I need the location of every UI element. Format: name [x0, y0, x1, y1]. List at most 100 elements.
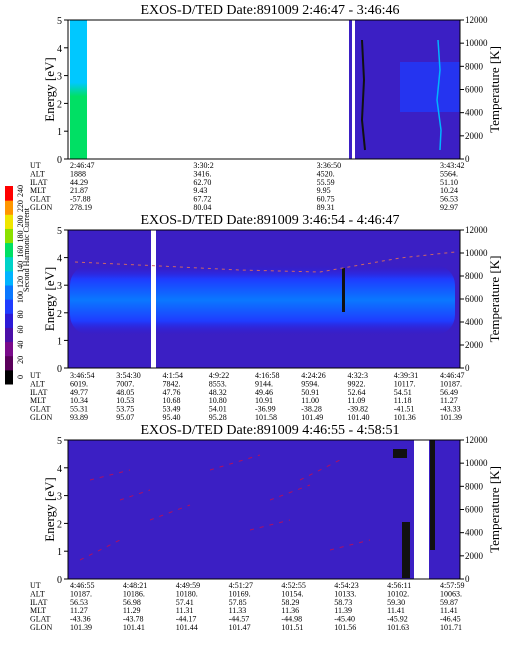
- panel-3-row-value: 4:57:59: [440, 581, 464, 590]
- panel-2-energy-tick: 1: [57, 336, 62, 347]
- panel-3-row-value: 59.87: [440, 598, 458, 607]
- panel-1-ylabel-right: Temperature [K]: [487, 46, 502, 133]
- panel-2-row-value: 101.36: [394, 413, 416, 422]
- panel-3-row-label: UT: [30, 581, 41, 590]
- panel-2-row-value: 10.80: [209, 396, 227, 405]
- colorbar-block: [5, 355, 13, 371]
- panel-3-energy-tick: 0: [57, 575, 62, 586]
- panel-2-energy-tick: 4: [57, 254, 62, 265]
- panel-3-row-value: 101.41: [123, 623, 145, 632]
- panel-1-energy-tick: 2: [57, 99, 62, 110]
- panel-2-row-label: UT: [30, 371, 41, 380]
- panel-3-row-value: 101.51: [281, 623, 303, 632]
- panel-1-row-label: ILAT: [30, 178, 47, 187]
- panel-1-row-value: 3:30:2: [193, 161, 213, 170]
- panel-2-row-value: 9144.: [255, 379, 273, 388]
- panel-3-row-value: 4:48:21: [123, 581, 147, 590]
- panel-3-row-value: 4:52:55: [281, 581, 305, 590]
- panel-2-row-value: 9594.: [301, 379, 319, 388]
- panel-3-row-label: GLAT: [30, 615, 51, 624]
- panel-1-row-value: 5564.: [440, 169, 458, 178]
- panel-1-row-value: 21.87: [70, 186, 88, 195]
- panel-1-row-value: 44.29: [70, 178, 88, 187]
- panel-2-row-value: 95.07: [116, 413, 134, 422]
- panel-2-emission: [74, 251, 456, 273]
- panel-1-row-value: 89.31: [317, 203, 335, 212]
- panel-3-row-value: 4:56:11: [387, 581, 411, 590]
- panel-2-temperature-tick: 10000: [465, 248, 488, 258]
- panel-2-row-value: 6019.: [70, 379, 88, 388]
- panel-1-row-value: 62.70: [193, 178, 211, 187]
- panel-2-row-value: 49.77: [70, 388, 88, 397]
- panel-3-row-value: -44.57: [229, 615, 250, 624]
- panel-2-temperature-tick: 2000: [465, 340, 484, 350]
- panel-3-row-value: 59.30: [387, 598, 405, 607]
- panel-3-energy-tick: 5: [57, 436, 62, 447]
- panel-3-axes: 0 1 2 3 4 5 0 2000 4000 6000 8000 10000 12000 Energy …: [30, 435, 502, 632]
- panel-2-band: [70, 265, 455, 335]
- panel-2-row-value: -41.51: [394, 405, 415, 414]
- panel-3-row-value: 101.47: [229, 623, 251, 632]
- panel-3-row-value: 56.53: [70, 598, 88, 607]
- panel-3-ylabel: Energy [eV]: [42, 477, 57, 541]
- panel-1-axes: 0 1 2 3 4 5 0 2000 4000 6000 8000 10000 12000 Energy …: [30, 15, 502, 212]
- panel-3-row-value: -46.45: [440, 615, 461, 624]
- panel-2-row-value: 48.05: [116, 388, 134, 397]
- panel-2-row-value: 95.40: [163, 413, 181, 422]
- panel-3-row-value: 56.98: [123, 598, 141, 607]
- panel-1-row-value: 2:46:47: [70, 161, 94, 170]
- panel-1-temperature-tick: 2000: [465, 131, 484, 141]
- colorbar-block: [5, 299, 13, 314]
- panel-2-row-value: 101.49: [301, 413, 323, 422]
- panel-3-row-value: -45.40: [334, 615, 355, 624]
- panel-3-temperature-tick: 8000: [465, 481, 484, 491]
- panel-3-energy-tick: 3: [57, 492, 62, 503]
- spectrogram-panel-3: EXOS-D/TED Date:891009 4:46:55 - 4:58:51…: [30, 423, 502, 632]
- panel-2-row-value: 11.18: [394, 396, 412, 405]
- panel-2-row-label: GLAT: [30, 405, 51, 414]
- panel-3-row-value: 11.29: [123, 606, 141, 615]
- colorbar-block: [5, 313, 13, 328]
- panel-2-row-value: 52.64: [348, 388, 366, 397]
- panel-3-ylabel-right: Temperature [K]: [487, 466, 502, 553]
- panel-3-row-value: 10187.: [70, 589, 92, 598]
- panel-3-row-value: 4:54:23: [334, 581, 358, 590]
- panel-1-temperature-tick: 0: [465, 154, 470, 164]
- panel-3-row-label: ILAT: [30, 598, 47, 607]
- panel-2-row-value: 7842.: [163, 379, 181, 388]
- colorbar-tick: 160: [16, 246, 25, 258]
- panel-2-row-value: 101.58: [255, 413, 277, 422]
- panel-1-row-value: 67.72: [193, 195, 211, 204]
- panel-1-temperature-tick: 10000: [465, 38, 488, 48]
- panel-2-row-value: 54.01: [209, 405, 227, 414]
- panel-3-row-value: 11.36: [281, 606, 299, 615]
- panel-2-row-label: MLT: [30, 396, 46, 405]
- panel-1-row-value: -57.88: [70, 195, 91, 204]
- panel-2-row-value: 10.53: [116, 396, 134, 405]
- panel-2-row-value: 11.09: [348, 396, 366, 405]
- panel-1-row-label: UT: [30, 161, 41, 170]
- panel-2-row-value: 101.40: [348, 413, 370, 422]
- panel-3-noise: [79, 454, 371, 561]
- panel-3-gap: [414, 440, 429, 579]
- panel-1-row-value: 3:43:42: [440, 161, 464, 170]
- panel-3-energy-tick: 1: [57, 547, 62, 558]
- panel-2-row-value: 3:46:54: [70, 371, 94, 380]
- colorbar-block: [5, 214, 13, 229]
- panel-3-row-value: 57.41: [176, 598, 194, 607]
- panel-2-row-value: 10.68: [163, 396, 181, 405]
- panel-3-row-value: 4:49:59: [176, 581, 200, 590]
- colorbar-block: [5, 270, 13, 286]
- panel-3-row-value: 101.44: [176, 623, 198, 632]
- panel-3-temperature-tick: 10000: [465, 458, 488, 468]
- panel-2-row-label: GLON: [30, 413, 52, 422]
- panel-2-row-value: 56.49: [440, 388, 458, 397]
- panel-2-row-value: 55.31: [70, 405, 88, 414]
- colorbar-tick: 220: [16, 200, 25, 212]
- colorbar-label: Second Harmonic Current: [22, 207, 31, 292]
- panel-1-gap: [352, 20, 355, 159]
- panel-3-edge: [430, 440, 435, 550]
- panel-1-row-label: GLON: [30, 203, 52, 212]
- panel-2-row-value: 49.46: [255, 388, 273, 397]
- panel-2-energy-tick: 3: [57, 281, 62, 292]
